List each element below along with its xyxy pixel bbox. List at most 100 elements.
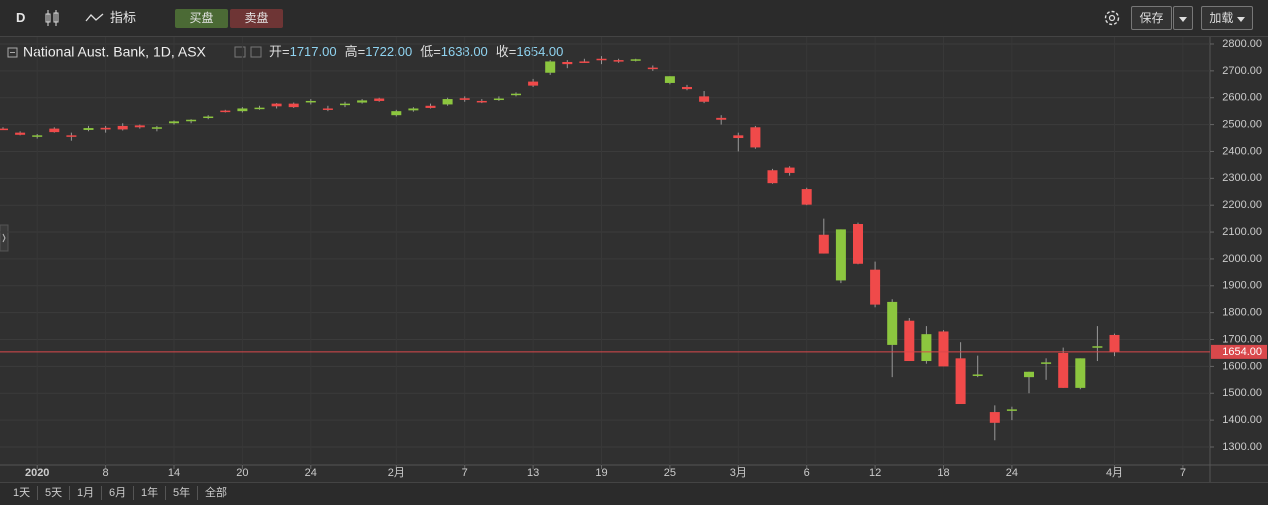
range-button[interactable]: 1月: [70, 486, 103, 500]
candle-body: [1058, 352, 1069, 388]
indicators-button[interactable]: 指标: [110, 10, 137, 25]
y-tick-label: 1900.00: [1222, 280, 1262, 292]
x-tick-label: 6: [804, 467, 810, 479]
candle-body: [647, 67, 658, 70]
y-tick-label: 1500.00: [1222, 387, 1262, 399]
x-tick-label: 24: [305, 467, 317, 479]
range-button[interactable]: 1天: [6, 486, 39, 500]
candle-body: [15, 132, 26, 135]
candle-body: [32, 135, 43, 137]
candle-body: [169, 121, 179, 124]
save-dropdown[interactable]: [1173, 6, 1193, 30]
y-tick-label: 2400.00: [1222, 145, 1262, 157]
sidebar-toggle[interactable]: [0, 224, 9, 252]
y-tick-label: 2200.00: [1222, 199, 1262, 211]
candle-body: [117, 125, 128, 130]
x-tick-label: 24: [1006, 467, 1018, 479]
interval-button[interactable]: D: [16, 10, 26, 25]
candle-body: [596, 58, 607, 61]
range-button[interactable]: 5年: [166, 486, 199, 500]
candle-body: [972, 374, 983, 376]
candle-body: [1092, 346, 1103, 348]
readout-name: 收=: [496, 44, 517, 59]
candle-body: [288, 103, 299, 108]
candle-body: [853, 223, 863, 264]
candle-body: [887, 301, 898, 345]
range-button[interactable]: 全部: [205, 487, 227, 499]
y-tick-label: 1800.00: [1222, 307, 1262, 319]
x-tick-label: 19: [595, 467, 607, 479]
candle-body: [767, 170, 778, 184]
sidebar-toggle-arrow: [2, 233, 6, 243]
x-tick-label: 18: [937, 467, 949, 479]
candle-body: [220, 110, 231, 113]
candle-body: [818, 234, 829, 254]
candle-body: [835, 229, 846, 281]
range-button[interactable]: 1年: [134, 486, 167, 500]
candle-body: [955, 358, 966, 405]
candle-body: [528, 81, 539, 86]
candle-body: [682, 86, 692, 90]
last-price-label: 1654.00: [1222, 346, 1262, 358]
readout-value: 1717.00: [290, 44, 337, 59]
plot-area: [0, 37, 1210, 465]
load-label: 加载: [1209, 11, 1234, 25]
settings-icon[interactable]: [1103, 9, 1121, 27]
candle-body: [750, 127, 761, 148]
candle-body: [1041, 362, 1052, 364]
candle-body: [716, 117, 727, 120]
y-tick-label: 2100.00: [1222, 226, 1262, 238]
readout-value: 1654.00: [516, 44, 563, 59]
collapse-icon[interactable]: [7, 47, 18, 58]
y-tick-label: 1300.00: [1222, 441, 1262, 453]
range-button[interactable]: 6月: [102, 486, 135, 500]
y-tick-label: 2600.00: [1222, 92, 1262, 104]
candle-body: [186, 119, 197, 122]
dropdown-arrow: [1236, 17, 1245, 22]
candle-body: [254, 107, 265, 110]
candle-body: [391, 111, 402, 116]
x-tick-label: 12: [869, 467, 881, 479]
save-button[interactable]: 保存: [1131, 6, 1172, 30]
ohlc-readout: 开=1717.00 高=1722.00 低=1638.00 收=1654.00: [269, 44, 563, 59]
y-tick-label: 2000.00: [1222, 253, 1262, 265]
dropdown-arrow: [1179, 17, 1187, 22]
candle-body: [1075, 358, 1086, 388]
range-bar: 1天 5天 1月 6月 1年 5年 全部: [0, 482, 1268, 505]
candle-body: [1024, 371, 1034, 378]
y-tick-label: 2500.00: [1222, 118, 1262, 130]
candle-icon[interactable]: [44, 9, 60, 27]
candle-body: [545, 61, 556, 73]
sell-button[interactable]: 卖盘: [230, 9, 283, 28]
indicator-icon: [85, 13, 104, 22]
eye-icon[interactable]: [234, 46, 246, 58]
x-tick-label: 8: [103, 467, 109, 479]
candle-body: [442, 99, 453, 105]
candle-body: [305, 100, 316, 103]
candle-body: [322, 108, 333, 110]
candle-body: [408, 108, 419, 111]
candle-body: [374, 98, 385, 101]
settings-small-icon[interactable]: [250, 46, 262, 58]
candle-body: [493, 98, 504, 101]
candle-body: [613, 60, 624, 62]
chart: National Aust. Bank, 1D, ASX 开=1717.00 高=…: [0, 37, 1268, 482]
candle-body: [340, 103, 350, 106]
candle-body: [562, 61, 573, 65]
y-tick-label: 1600.00: [1222, 360, 1262, 372]
candle-body: [425, 105, 436, 108]
candle-body: [801, 189, 812, 205]
x-tick-label: 14: [168, 467, 180, 479]
range-button[interactable]: 5天: [38, 486, 71, 500]
buy-button[interactable]: 买盘: [175, 9, 228, 28]
candle-body: [1109, 334, 1120, 352]
x-tick-label: 13: [527, 467, 539, 479]
load-button[interactable]: 加载: [1201, 6, 1253, 30]
y-tick-label: 2300.00: [1222, 172, 1262, 184]
candle-body: [784, 167, 795, 173]
candle-body: [904, 320, 915, 362]
candle-body: [66, 135, 77, 137]
y-tick-label: 1700.00: [1222, 333, 1262, 345]
candle-body: [83, 128, 94, 130]
candle-body: [938, 331, 949, 367]
